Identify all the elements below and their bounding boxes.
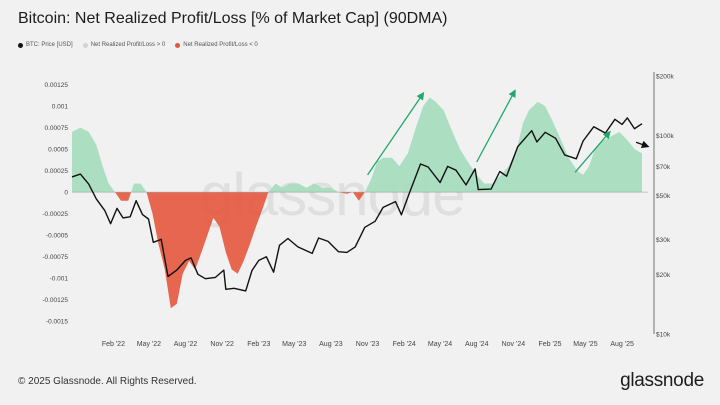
y-right-tick-label: $30k — [656, 237, 671, 244]
x-tick-label: Aug '22 — [174, 341, 198, 348]
legend-label-price: BTC: Price [USD] — [26, 42, 73, 48]
legend-label-negative: Net Realized Profit/Loss < 0 — [183, 42, 258, 48]
legend-item-positive[interactable]: Net Realized Profit/Loss > 0 — [82, 42, 166, 48]
y-right-tick-label: $70k — [656, 164, 671, 171]
legend-swatch-negative — [175, 42, 181, 48]
y-left-tick-label: -0.00075 — [42, 254, 68, 261]
y-right-tick-label: $200k — [656, 74, 674, 81]
y-left-tick-label: 0.001 — [52, 104, 69, 111]
trend-arrow-up — [476, 89, 516, 163]
trend-arrow-up — [574, 130, 611, 173]
x-tick-label: Nov '24 — [502, 341, 526, 348]
glassnode-logo: glassnode — [620, 370, 704, 391]
x-tick-label: Feb '23 — [247, 341, 270, 348]
x-tick-label: Nov '22 — [210, 341, 234, 348]
x-tick-label: Feb '22 — [102, 341, 125, 348]
x-tick-label: Nov '23 — [356, 341, 380, 348]
x-tick-label: Feb '24 — [393, 341, 416, 348]
x-tick-label: Aug '24 — [465, 341, 489, 348]
y-left-tick-label: -0.001 — [50, 276, 69, 283]
y-left-tick-label: -0.00025 — [42, 211, 68, 218]
legend-item-price[interactable]: BTC: Price [USD] — [18, 42, 73, 48]
trend-arrow-down — [635, 140, 650, 149]
x-tick-label: Aug '25 — [610, 341, 634, 348]
y-right-tick-label: $100k — [656, 133, 674, 140]
y-left-tick-label: -0.0005 — [46, 233, 68, 240]
y-left-tick-label: 0.00075 — [45, 125, 69, 132]
chart-title: Bitcoin: Net Realized Profit/Loss [% of … — [18, 10, 448, 27]
legend-swatch-positive — [82, 42, 88, 48]
y-left-tick-label: -0.00125 — [42, 297, 68, 304]
y-left-tick-label: 0.0005 — [48, 147, 68, 154]
y-left-tick-label: 0.00125 — [45, 82, 69, 89]
y-right-tick-label: $10k — [656, 332, 671, 339]
y-right-tick-label: $50k — [656, 193, 671, 200]
x-tick-label: May '23 — [282, 341, 306, 348]
area-loss — [115, 192, 365, 309]
legend-item-negative[interactable]: Net Realized Profit/Loss < 0 — [175, 42, 258, 48]
x-tick-label: May '24 — [428, 341, 452, 348]
x-tick-label: May '22 — [137, 341, 161, 348]
x-tick-label: Aug '23 — [319, 341, 343, 348]
price-line — [71, 117, 643, 292]
legend-label-positive: Net Realized Profit/Loss > 0 — [90, 42, 166, 48]
y-left-tick-label: -0.0015 — [46, 319, 68, 326]
area-profit — [72, 97, 642, 193]
x-tick-label: Feb '25 — [538, 341, 561, 348]
trend-arrow-up — [367, 91, 425, 176]
y-left-tick-label: 0.00025 — [45, 168, 69, 175]
x-tick-label: May '25 — [573, 341, 597, 348]
y-left-tick-label: 0 — [64, 190, 68, 197]
copyright-text: © 2025 Glassnode. All Rights Reserved. — [18, 376, 197, 387]
y-right-tick-label: $20k — [656, 272, 671, 279]
chart-legend: BTC: Price [USD] Net Realized Profit/Los… — [18, 42, 258, 48]
legend-swatch-price — [18, 42, 23, 48]
